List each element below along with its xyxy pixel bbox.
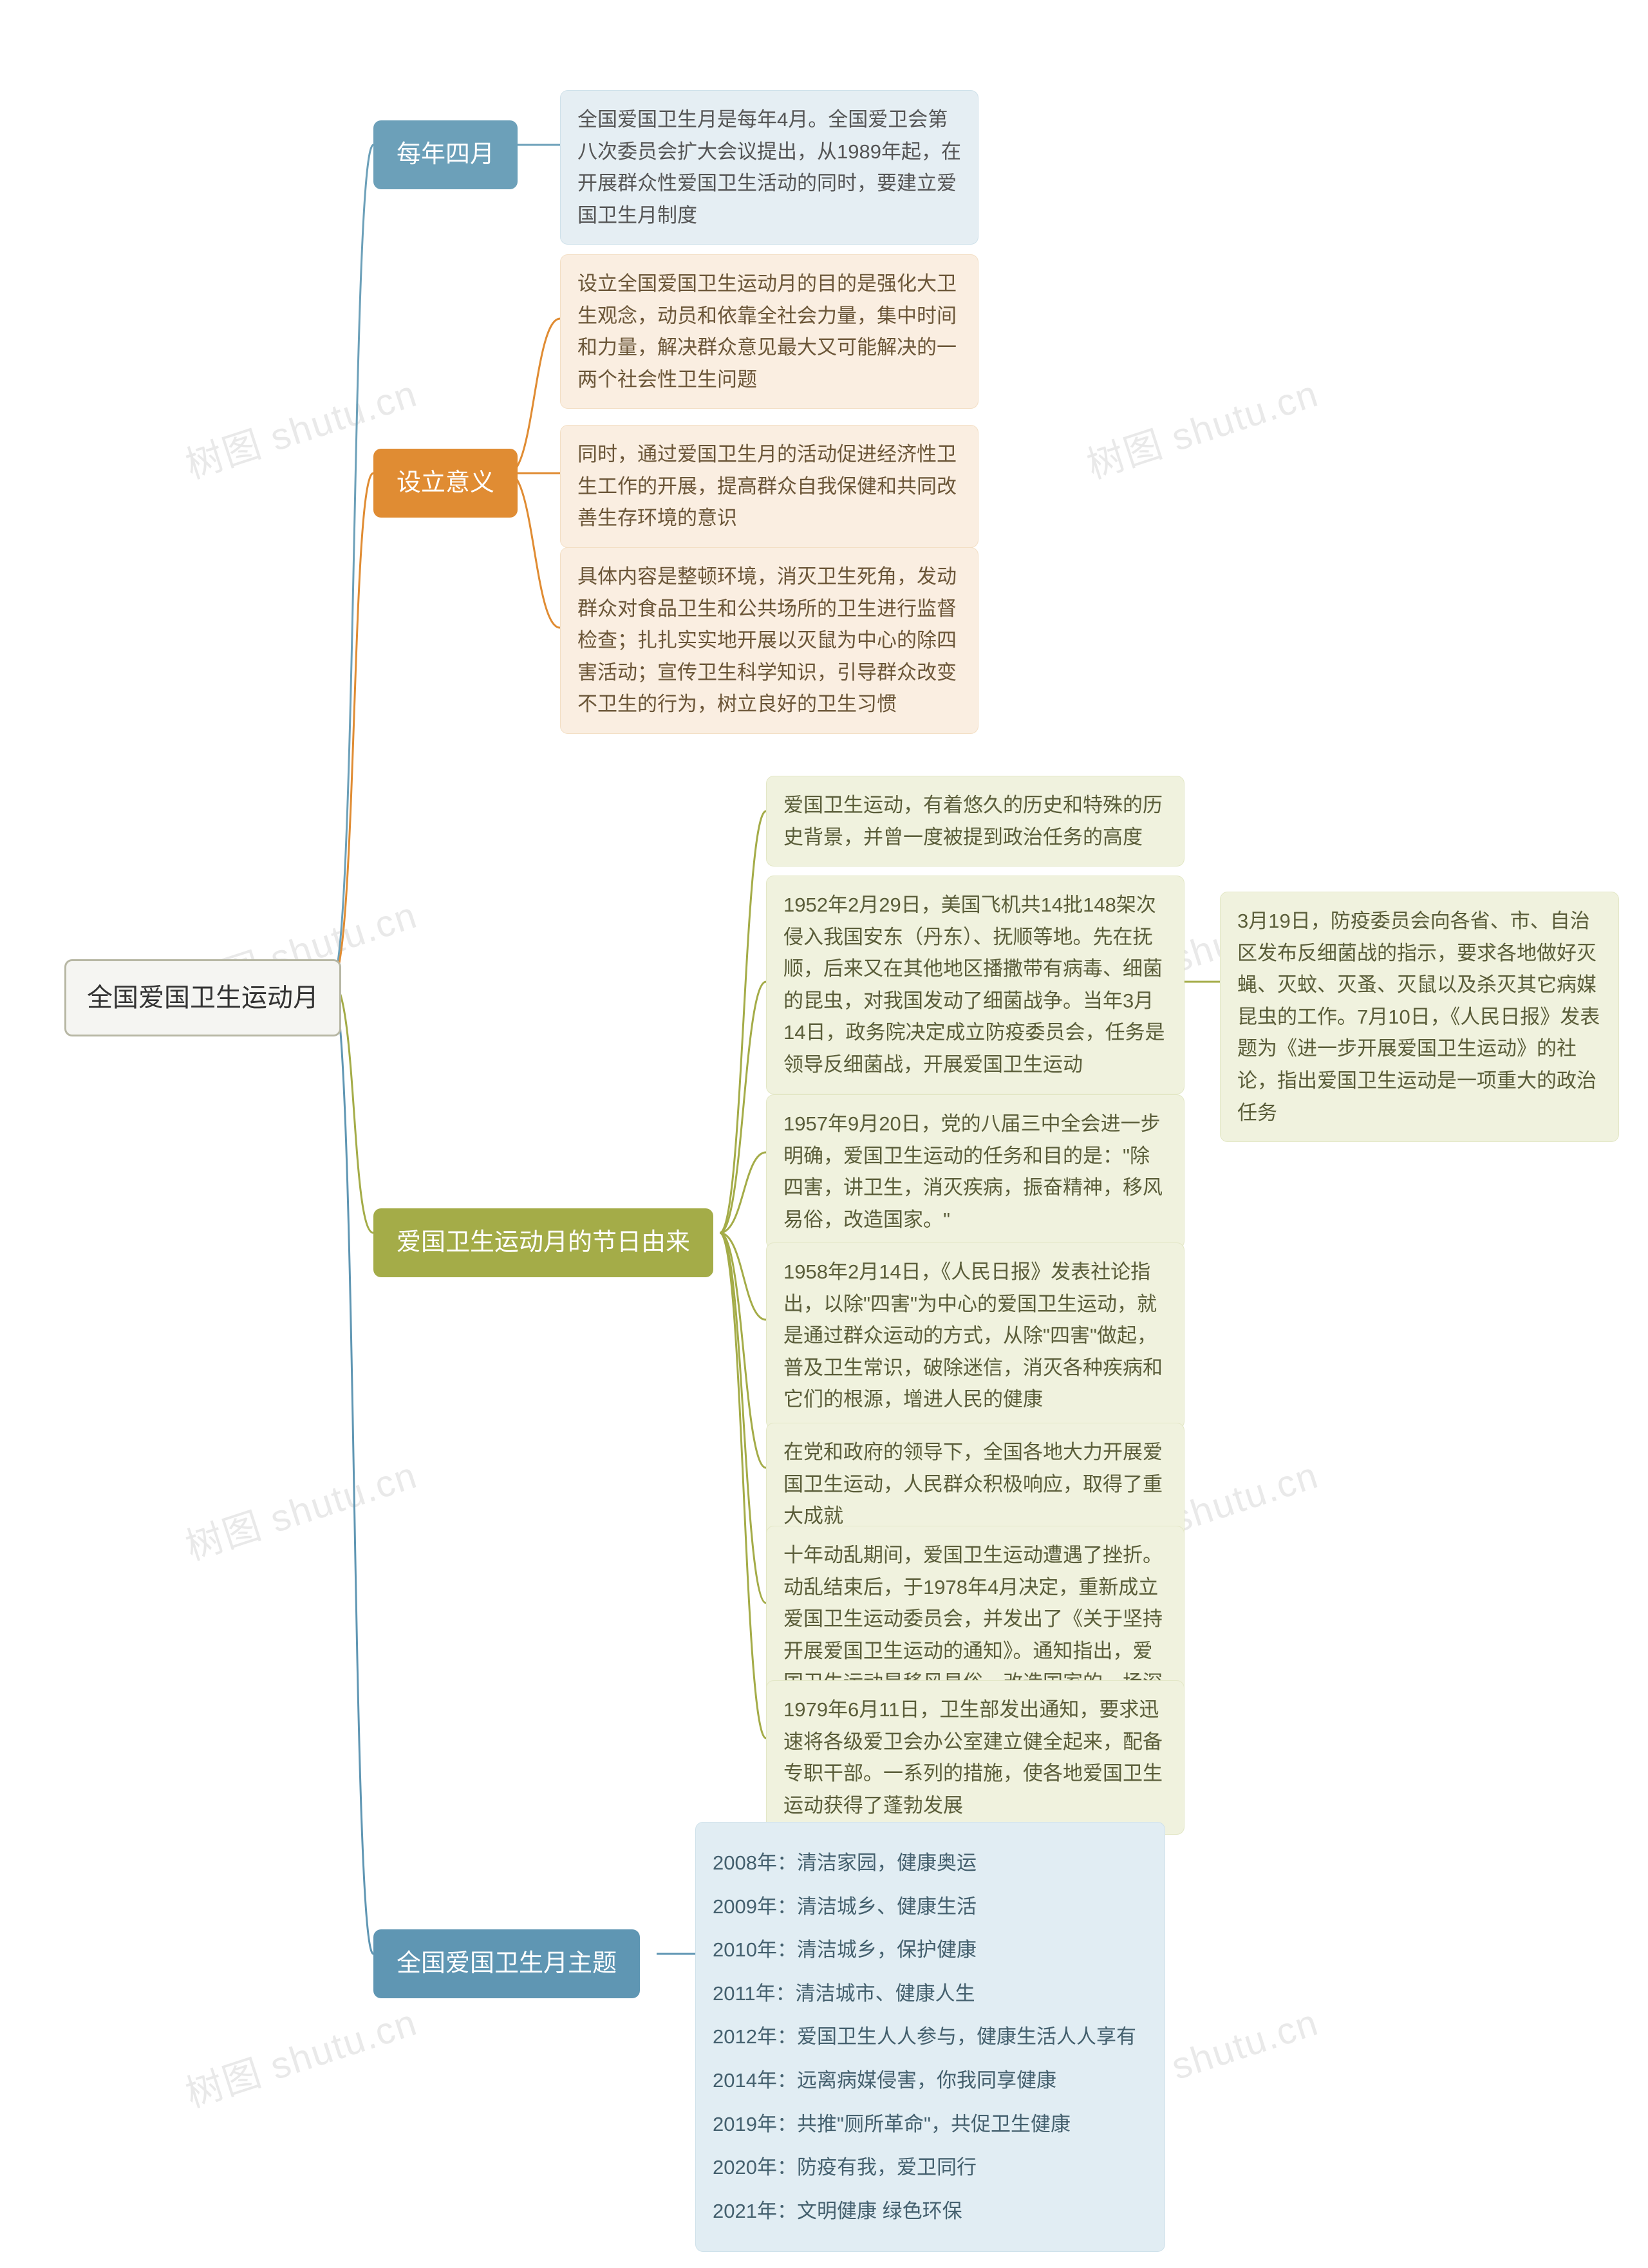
branch-meaning[interactable]: 设立意义 <box>373 449 518 518</box>
watermark: 树图 shutu.cn <box>1079 363 1324 489</box>
leaf-b2-1: 设立全国爱国卫生运动月的目的是强化大卫生观念，动员和依靠全社会力量，集中时间和力… <box>560 254 979 409</box>
branch-every-april[interactable]: 每年四月 <box>373 120 518 189</box>
leaf-b3-7: 1979年6月11日，卫生部发出通知，要求迅速将各级爱卫会办公室建立健全起来，配… <box>766 1680 1184 1835</box>
theme-row: 2014年：远离病媒侵害，你我同享健康 <box>713 2065 1148 2097</box>
leaf-b3-1: 爱国卫生运动，有着悠久的历史和特殊的历史背景，并曾一度被提到政治任务的高度 <box>766 776 1184 867</box>
themes-box: 2008年：清洁家园，健康奥运 2009年：清洁城乡、健康生活 2010年：清洁… <box>695 1822 1165 2252</box>
leaf-b3-4: 1958年2月14日，《人民日报》发表社论指出，以除"四害"为中心的爱国卫生运动… <box>766 1242 1184 1429</box>
leaf-b2-2: 同时，通过爱国卫生月的活动促进经济性卫生工作的开展，提高群众自我保健和共同改善生… <box>560 425 979 548</box>
theme-row: 2021年：文明健康 绿色环保 <box>713 2195 1148 2227</box>
theme-row: 2019年：共推"厕所革命"，共促卫生健康 <box>713 2108 1148 2141</box>
root-node[interactable]: 全国爱国卫生运动月 <box>64 959 341 1036</box>
branch-themes[interactable]: 全国爱国卫生月主题 <box>373 1929 640 1998</box>
branch-origin[interactable]: 爱国卫生运动月的节日由来 <box>373 1208 713 1277</box>
leaf-b3-2a: 3月19日，防疫委员会向各省、市、自治区发布反细菌战的指示，要求各地做好灭蝇、灭… <box>1220 892 1619 1142</box>
theme-row: 2008年：清洁家园，健康奥运 <box>713 1847 1148 1879</box>
theme-row: 2010年：清洁城乡，保护健康 <box>713 1934 1148 1966</box>
theme-row: 2020年：防疫有我，爱卫同行 <box>713 2151 1148 2184</box>
theme-row: 2012年：爱国卫生人人参与，健康生活人人享有 <box>713 2021 1148 2053</box>
theme-row: 2009年：清洁城乡、健康生活 <box>713 1891 1148 1923</box>
watermark: 树图 shutu.cn <box>178 1445 423 1570</box>
leaf-b3-2: 1952年2月29日，美国飞机共14批148架次侵入我国安东（丹东）、抚顺等地。… <box>766 876 1184 1094</box>
theme-row: 2011年：清洁城市、健康人生 <box>713 1978 1148 2010</box>
watermark: 树图 shutu.cn <box>178 1992 423 2117</box>
leaf-b3-3: 1957年9月20日，党的八届三中全会进一步明确，爱国卫生运动的任务和目的是："… <box>766 1094 1184 1249</box>
leaf-b1-1: 全国爱国卫生月是每年4月。全国爱卫会第八次委员会扩大会议提出，从1989年起，在… <box>560 90 979 245</box>
leaf-b2-3: 具体内容是整顿环境，消灭卫生死角，发动群众对食品卫生和公共场所的卫生进行监督检查… <box>560 547 979 734</box>
